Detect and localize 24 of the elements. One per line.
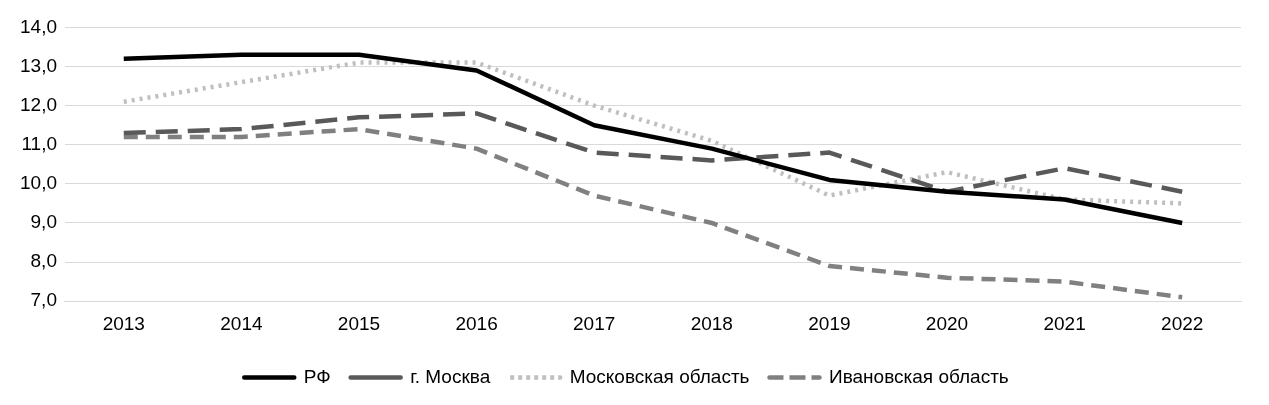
legend-label: г. Москва xyxy=(410,365,491,387)
legend-label: Московская область xyxy=(569,365,750,387)
legend-label: РФ xyxy=(303,365,331,387)
y-tick-label: 9,0 xyxy=(30,211,57,233)
y-tick-label: 13,0 xyxy=(20,54,57,76)
y-tick-label: 10,0 xyxy=(20,172,57,194)
y-tick-label: 7,0 xyxy=(30,289,57,311)
x-tick-label: 2016 xyxy=(455,312,498,334)
x-tick-label: 2014 xyxy=(220,312,263,334)
x-tick-label: 2013 xyxy=(102,312,145,334)
y-tick-label: 12,0 xyxy=(20,93,57,115)
x-tick-label: 2020 xyxy=(925,312,969,334)
y-tick-label: 14,0 xyxy=(20,15,57,37)
x-tick-label: 2015 xyxy=(337,312,381,334)
x-tick-label: 2017 xyxy=(573,312,616,334)
legend-label: Ивановская область xyxy=(828,365,1009,387)
x-tick-label: 2022 xyxy=(1161,312,1204,334)
y-tick-label: 8,0 xyxy=(30,250,57,272)
line-series xyxy=(121,111,1185,194)
x-tick-label: 2018 xyxy=(690,312,733,334)
y-tick-label: 11,0 xyxy=(21,132,57,154)
x-tick-label: 2021 xyxy=(1043,312,1086,334)
x-tick-label: 2019 xyxy=(808,312,851,334)
line-series xyxy=(121,126,1185,300)
